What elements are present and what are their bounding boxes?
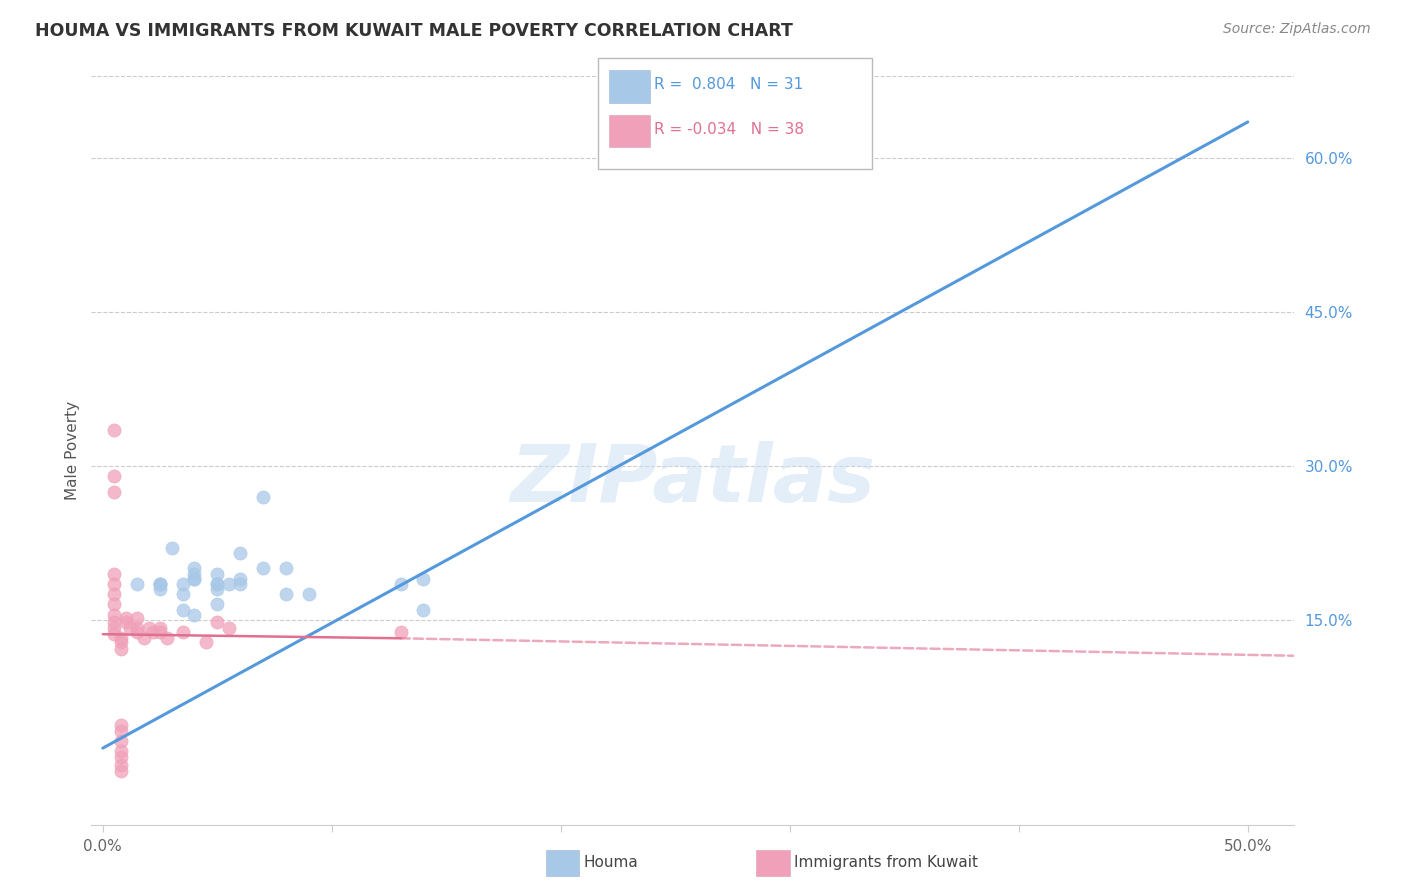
Point	[127, 611, 149, 625]
Point	[132, 632, 155, 646]
Point	[183, 607, 205, 622]
Point	[110, 717, 132, 731]
Point	[110, 734, 132, 748]
Point	[103, 587, 125, 601]
Point	[103, 598, 125, 612]
Point	[103, 469, 125, 483]
Point	[229, 577, 252, 591]
Point	[183, 572, 205, 586]
Point	[183, 572, 205, 586]
Point	[149, 582, 172, 596]
Text: R =  0.804   N = 31: R = 0.804 N = 31	[654, 78, 803, 92]
Point	[412, 572, 434, 586]
Point	[389, 577, 412, 591]
Point	[218, 577, 240, 591]
Point	[103, 607, 125, 622]
Point	[207, 598, 229, 612]
Point	[156, 632, 179, 646]
Point	[149, 577, 172, 591]
Point	[103, 621, 125, 635]
Point	[218, 621, 240, 635]
Text: R = -0.034   N = 38: R = -0.034 N = 38	[654, 122, 804, 136]
Point	[172, 625, 194, 640]
Point	[252, 490, 274, 504]
Point	[103, 627, 125, 641]
Point	[172, 602, 194, 616]
Point	[127, 577, 149, 591]
Point	[127, 625, 149, 640]
Point	[110, 723, 132, 738]
Point	[207, 577, 229, 591]
Point	[207, 615, 229, 629]
Point	[142, 625, 165, 640]
Text: HOUMA VS IMMIGRANTS FROM KUWAIT MALE POVERTY CORRELATION CHART: HOUMA VS IMMIGRANTS FROM KUWAIT MALE POV…	[35, 22, 793, 40]
Point	[114, 611, 136, 625]
Point	[120, 621, 142, 635]
Point	[172, 587, 194, 601]
Point	[194, 635, 217, 649]
Point	[110, 757, 132, 772]
Point	[274, 561, 297, 575]
Text: Houma: Houma	[583, 855, 638, 870]
Text: Source: ZipAtlas.com: Source: ZipAtlas.com	[1223, 22, 1371, 37]
Point	[110, 764, 132, 778]
Point	[207, 577, 229, 591]
Point	[412, 602, 434, 616]
Point	[103, 484, 125, 499]
Point	[149, 577, 172, 591]
Text: Immigrants from Kuwait: Immigrants from Kuwait	[794, 855, 979, 870]
Point	[160, 541, 183, 555]
Point	[183, 566, 205, 581]
Point	[229, 546, 252, 560]
Point	[110, 750, 132, 764]
Point	[149, 625, 172, 640]
Text: ZIPatlas: ZIPatlas	[510, 442, 875, 519]
Point	[138, 621, 160, 635]
Point	[298, 587, 321, 601]
Point	[127, 621, 149, 635]
Point	[114, 615, 136, 629]
Point	[207, 566, 229, 581]
Point	[110, 635, 132, 649]
Point	[149, 621, 172, 635]
Point	[207, 582, 229, 596]
Point	[103, 615, 125, 629]
Point	[149, 577, 172, 591]
Point	[110, 632, 132, 646]
Point	[389, 625, 412, 640]
Point	[183, 561, 205, 575]
Y-axis label: Male Poverty: Male Poverty	[65, 401, 80, 500]
Point	[229, 572, 252, 586]
Point	[103, 423, 125, 437]
Point	[110, 641, 132, 656]
Point	[110, 744, 132, 758]
Point	[172, 577, 194, 591]
Point	[274, 587, 297, 601]
Point	[103, 566, 125, 581]
Point	[252, 561, 274, 575]
Point	[103, 577, 125, 591]
